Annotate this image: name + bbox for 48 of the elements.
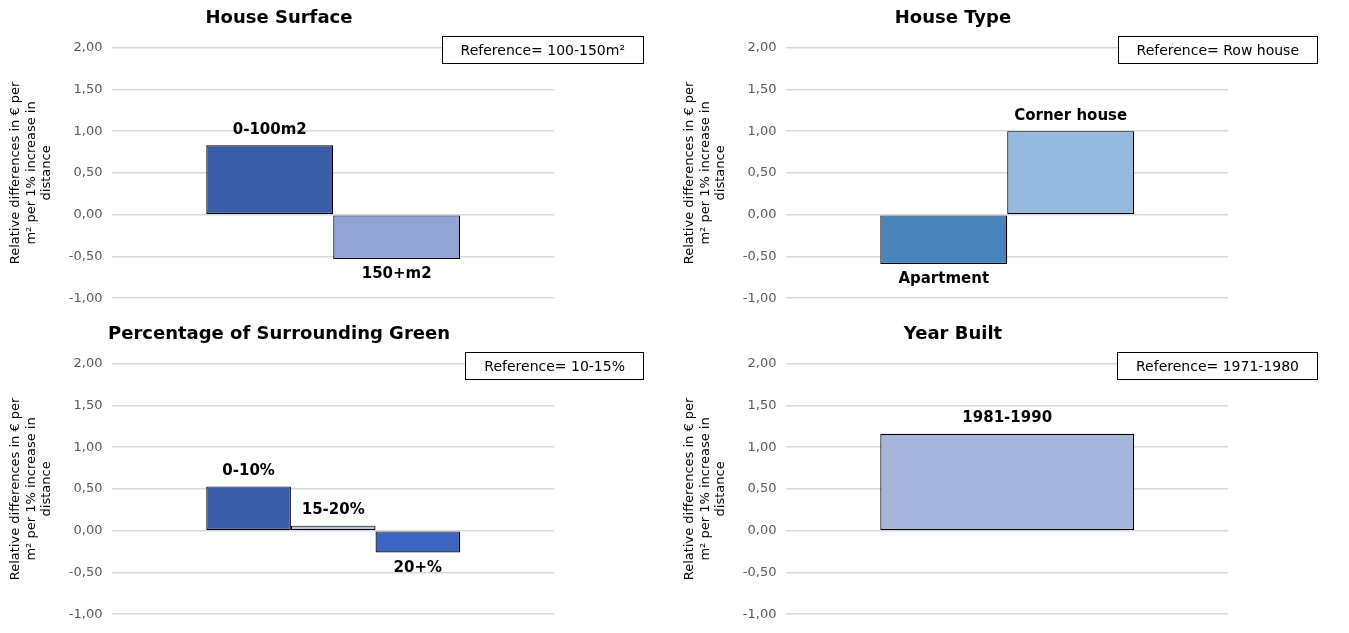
annotation: Reference= 1971-1980 xyxy=(1117,352,1318,380)
y-tick-label: 0,50 xyxy=(747,480,777,496)
series-label: 15-20% xyxy=(301,500,365,519)
series-label: 20+% xyxy=(393,557,443,576)
y-tick-label: 2,00 xyxy=(73,38,103,54)
series-label: 0-100m2 xyxy=(232,119,307,138)
y-tick-label: -1,00 xyxy=(742,289,777,305)
y-tick-label: 0,00 xyxy=(73,206,103,222)
y-tick-label: 1,50 xyxy=(73,80,103,96)
y-tick-label: 0,00 xyxy=(747,206,777,222)
series-label: Apartment xyxy=(898,269,990,288)
y-tick-label: 0,50 xyxy=(73,164,103,180)
y-tick-label: -1,00 xyxy=(68,289,103,305)
y-tick-label: 1,00 xyxy=(747,438,777,454)
chart-title: Year Built xyxy=(902,322,1003,344)
y-tick-label: 0,00 xyxy=(747,522,777,538)
y-axis-title: Relative differences in € per m² per 1% increase in distance xyxy=(681,80,728,265)
series-label: 150+m2 xyxy=(361,264,432,283)
y-tick-label: 1,50 xyxy=(73,396,103,412)
chart-title: House Type xyxy=(894,6,1012,28)
series-label: 1981-1990 xyxy=(962,408,1053,427)
y-tick-label: -0,50 xyxy=(68,563,103,579)
annotation: Reference= Row house xyxy=(1117,36,1318,64)
y-tick-label: 1,50 xyxy=(747,396,777,412)
y-tick-label: -0,50 xyxy=(742,247,777,263)
y-axis-title: Relative differences in € per m² per 1% increase in distance xyxy=(681,396,728,581)
series-label: Corner house xyxy=(1014,105,1128,124)
y-tick-label: 1,00 xyxy=(73,122,103,138)
annotation: Reference= 100-150m² xyxy=(441,36,644,64)
y-tick-label: -0,50 xyxy=(742,563,777,579)
chart-title: Percentage of Surrounding Green xyxy=(108,322,450,344)
annotation: Reference= 10-15% xyxy=(465,352,644,380)
chart-title: House Surface xyxy=(205,6,353,28)
y-tick-label: 2,00 xyxy=(747,38,777,54)
y-tick-label: -1,00 xyxy=(68,605,103,621)
y-tick-label: 2,00 xyxy=(73,354,103,370)
y-axis-title: Relative differences in € per m² per 1% increase in distance xyxy=(7,396,54,581)
y-tick-label: 0,50 xyxy=(73,480,103,496)
y-tick-label: -1,00 xyxy=(742,605,777,621)
y-tick-label: 0,00 xyxy=(73,522,103,538)
y-tick-label: 2,00 xyxy=(747,354,777,370)
y-axis-title: Relative differences in € per m² per 1% increase in distance xyxy=(7,80,54,265)
y-tick-label: -0,50 xyxy=(68,247,103,263)
y-tick-label: 1,50 xyxy=(747,80,777,96)
series-label: 0-10% xyxy=(222,460,275,479)
y-tick-label: 0,50 xyxy=(747,164,777,180)
y-tick-label: 1,00 xyxy=(747,122,777,138)
y-tick-label: 1,00 xyxy=(73,438,103,454)
